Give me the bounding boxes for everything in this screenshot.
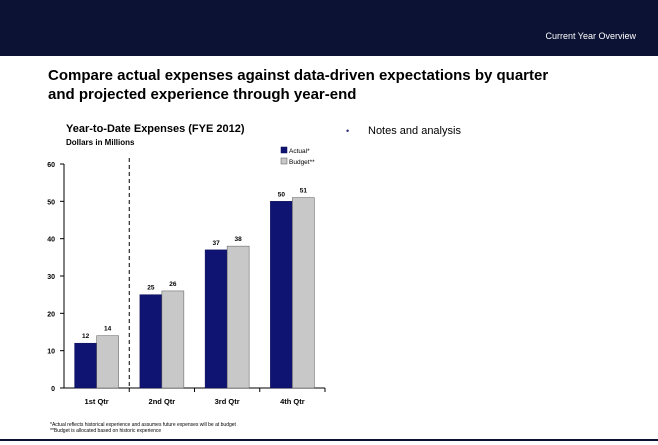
y-tick-label: 10 — [47, 349, 55, 356]
data-label: 37 — [213, 240, 221, 247]
slide-headline: Compare actual expenses against data-dri… — [48, 66, 628, 104]
data-label: 12 — [82, 333, 90, 340]
data-label: 51 — [300, 188, 308, 195]
y-tick-label: 40 — [47, 237, 55, 244]
header-bar: Current Year Overview — [0, 0, 658, 56]
footnote-actual: *Actual reflects historical experience a… — [50, 422, 236, 428]
x-tick-label: 3rd Qtr — [215, 397, 240, 406]
header-title: Current Year Overview — [545, 31, 636, 41]
y-tick-label: 30 — [47, 274, 55, 281]
legend-label-actual: Actual* — [289, 148, 310, 155]
budget-bar — [161, 290, 185, 389]
y-tick-label: 20 — [47, 311, 55, 318]
actual-bar — [204, 249, 228, 389]
data-label: 38 — [235, 236, 243, 243]
notes-list-item: • Notes and analysis — [346, 125, 461, 137]
actual-bar — [74, 342, 97, 389]
chart-title: Year-to-Date Expenses (FYE 2012) — [66, 123, 245, 135]
chart-subtitle: Dollars in Millions — [66, 138, 135, 147]
budget-bar — [292, 197, 315, 389]
x-tick-label: 4th Qtr — [280, 397, 305, 406]
actual-bar — [270, 201, 293, 389]
y-tick-label: 50 — [47, 199, 55, 206]
legend-label-budget: Budget** — [289, 159, 315, 166]
legend-swatch-actual — [280, 146, 288, 154]
headline-line-1: Compare actual expenses against data-dri… — [48, 67, 549, 84]
legend-swatch-budget — [280, 157, 288, 165]
y-tick-label: 0 — [51, 386, 55, 393]
actual-bar — [139, 294, 163, 389]
y-tick-label: 60 — [47, 162, 55, 169]
budget-bar — [226, 245, 250, 389]
notes-text: Notes and analysis — [368, 125, 461, 137]
headline-line-2: and projected experience through year-en… — [48, 86, 357, 103]
bullet-icon: • — [346, 126, 350, 136]
footnote-budget: **Budget is allocated based on historic … — [50, 428, 162, 434]
x-tick-label: 1st Qtr — [85, 397, 109, 406]
footer-rule — [0, 439, 658, 441]
data-label: 26 — [169, 281, 177, 288]
data-label: 25 — [147, 285, 155, 292]
footnotes: *Actual reflects historical experience a… — [50, 422, 236, 434]
x-tick-label: 2nd Qtr — [149, 397, 176, 406]
budget-bar — [96, 335, 119, 389]
data-label: 50 — [278, 191, 286, 198]
data-label: 14 — [104, 326, 112, 333]
